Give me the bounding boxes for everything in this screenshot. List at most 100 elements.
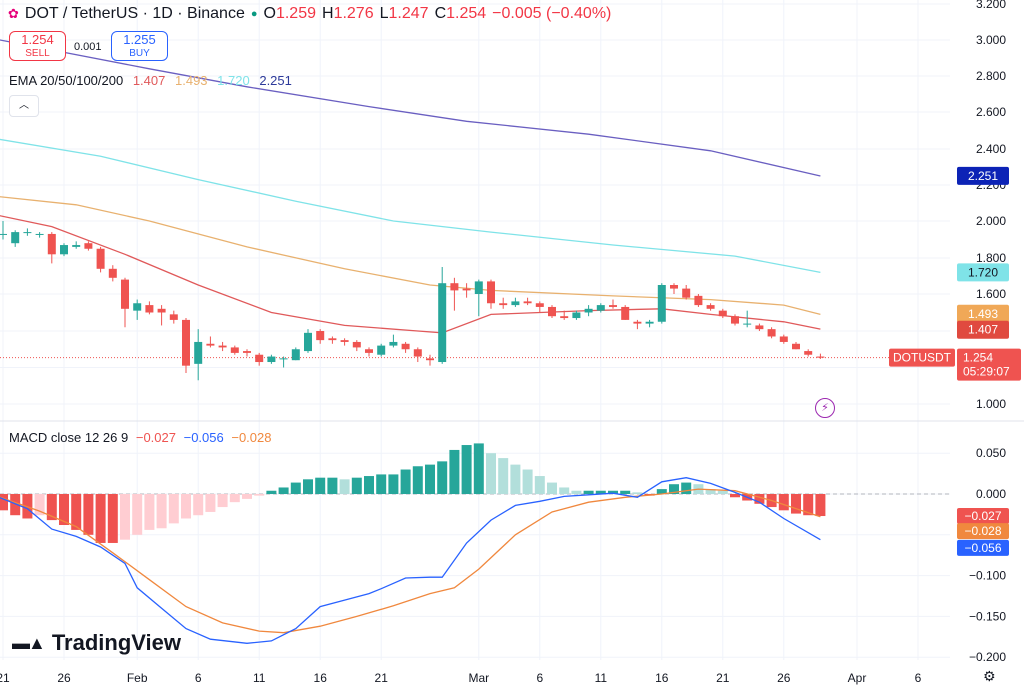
- ema50-value: 1.493: [175, 73, 208, 88]
- macd-histogram-bar: [730, 494, 740, 498]
- close-key: C: [434, 5, 447, 22]
- candle: [157, 305, 166, 326]
- x-tick-label: 16: [655, 671, 669, 685]
- candle-body: [511, 301, 520, 306]
- candle: [35, 232, 44, 238]
- grid: [0, 0, 950, 660]
- logo-text: TradingView: [51, 630, 182, 655]
- macd-legend[interactable]: MACD close 12 26 9 −0.027 −0.056 −0.028: [9, 430, 275, 445]
- candle: [11, 230, 20, 247]
- macd-histogram-bar: [10, 494, 21, 516]
- sell-button[interactable]: 1.254 SELL: [9, 31, 66, 61]
- price-tick-label: 3.200: [976, 0, 1006, 11]
- candle: [328, 336, 337, 344]
- candle-body: [487, 281, 495, 304]
- candle-body: [157, 308, 166, 313]
- candle: [645, 319, 654, 328]
- candle-body: [0, 233, 7, 235]
- x-tick-label: 11: [253, 671, 266, 685]
- macd-histogram-bar: [400, 469, 411, 494]
- candle: [72, 241, 81, 249]
- macd-histogram-bar: [46, 494, 57, 521]
- macd-histogram-bar: [229, 494, 240, 503]
- candle-body: [438, 283, 447, 363]
- macd-histogram-bar: [791, 494, 801, 514]
- macd-histogram-bar: [669, 484, 679, 494]
- candle: [804, 349, 813, 357]
- sell-label: SELL: [25, 48, 50, 59]
- ema100-tag-bg: [957, 263, 1009, 282]
- macd-histogram-bar: [815, 494, 826, 517]
- candle: [523, 297, 532, 306]
- macd-histogram-bar: [681, 482, 692, 494]
- candle: [511, 297, 520, 307]
- macd-histogram-bar: [473, 443, 484, 494]
- macd-histogram-bar: [608, 490, 618, 494]
- candle-body: [706, 305, 715, 309]
- buy-button[interactable]: 1.255 BUY: [111, 31, 168, 61]
- candle: [426, 354, 434, 366]
- candle: [682, 285, 691, 300]
- macd-histogram-bar: [217, 494, 228, 508]
- macd-tick-label: 0.000: [976, 487, 1006, 501]
- candle: [365, 347, 373, 357]
- candle-body: [499, 303, 508, 306]
- lightning-icon[interactable]: ⚡: [815, 398, 835, 418]
- macd-histogram-bar: [388, 474, 399, 494]
- x-tick-label: 26: [57, 671, 71, 685]
- macd-histogram-bar: [803, 494, 814, 516]
- candle: [133, 299, 142, 320]
- macd-histogram-bar: [595, 490, 606, 494]
- candle: [584, 305, 593, 317]
- candle-body: [169, 314, 178, 320]
- candle-body: [804, 351, 813, 355]
- macd-histogram-bar: [547, 482, 557, 494]
- candle-body: [584, 308, 593, 313]
- candle: [548, 305, 556, 319]
- candle: [206, 336, 215, 348]
- candle-body: [182, 319, 190, 366]
- candle-body: [657, 285, 666, 322]
- candle-body: [96, 248, 105, 269]
- change-value: −0.005 (−0.40%): [492, 5, 612, 22]
- ema20-line: [0, 215, 821, 334]
- candle: [377, 343, 386, 357]
- macd-histogram-bar: [107, 494, 118, 543]
- candle: [718, 308, 727, 319]
- macd-histogram-bar: [449, 449, 460, 494]
- ema-legend[interactable]: EMA 20/50/100/200 1.407 1.493 1.720 2.25…: [9, 73, 298, 88]
- open-key: O: [263, 5, 276, 22]
- candle-body: [694, 295, 703, 306]
- macd-tick-label: 0.050: [976, 446, 1006, 460]
- x-tick-label: 21: [0, 671, 10, 685]
- settings-icon[interactable]: ⚙: [983, 668, 996, 684]
- candle: [96, 246, 105, 273]
- symbol-tag-bg: [889, 348, 955, 367]
- macd-histogram-bar: [461, 445, 472, 494]
- candle-body: [474, 281, 483, 294]
- macd-histogram-bar: [156, 494, 167, 529]
- macd-legend-label: MACD close 12 26 9: [9, 430, 129, 445]
- macd-histogram-bar: [571, 490, 582, 494]
- candle-body: [352, 341, 361, 348]
- symbol-title[interactable]: DOT / TetherUS · 1D · Binance: [24, 5, 245, 22]
- tradingview-logo: ▬▲ TradingView: [12, 630, 181, 656]
- collapse-indicators-button[interactable]: ︿: [9, 95, 39, 117]
- ema20-tag-bg: [957, 320, 1009, 339]
- candle-body: [426, 358, 434, 361]
- candle-body: [389, 341, 398, 346]
- ema20-value: 1.407: [132, 73, 166, 88]
- open-value: 1.259: [275, 5, 316, 22]
- candle-body: [243, 351, 251, 353]
- macd-histogram-bar: [717, 490, 728, 494]
- macd-hist-tag-bg: [957, 508, 1009, 525]
- candle-body: [755, 325, 764, 330]
- ema100-value: 1.720: [217, 73, 250, 88]
- macd-hist-tag: −0.027: [964, 509, 1001, 523]
- macd-histogram-bar: [620, 490, 631, 494]
- macd-tick-label: −0.200: [969, 650, 1006, 664]
- macd-histogram-bar: [71, 494, 82, 530]
- candle-body: [35, 233, 44, 235]
- macd-hist-value: −0.027: [135, 430, 176, 445]
